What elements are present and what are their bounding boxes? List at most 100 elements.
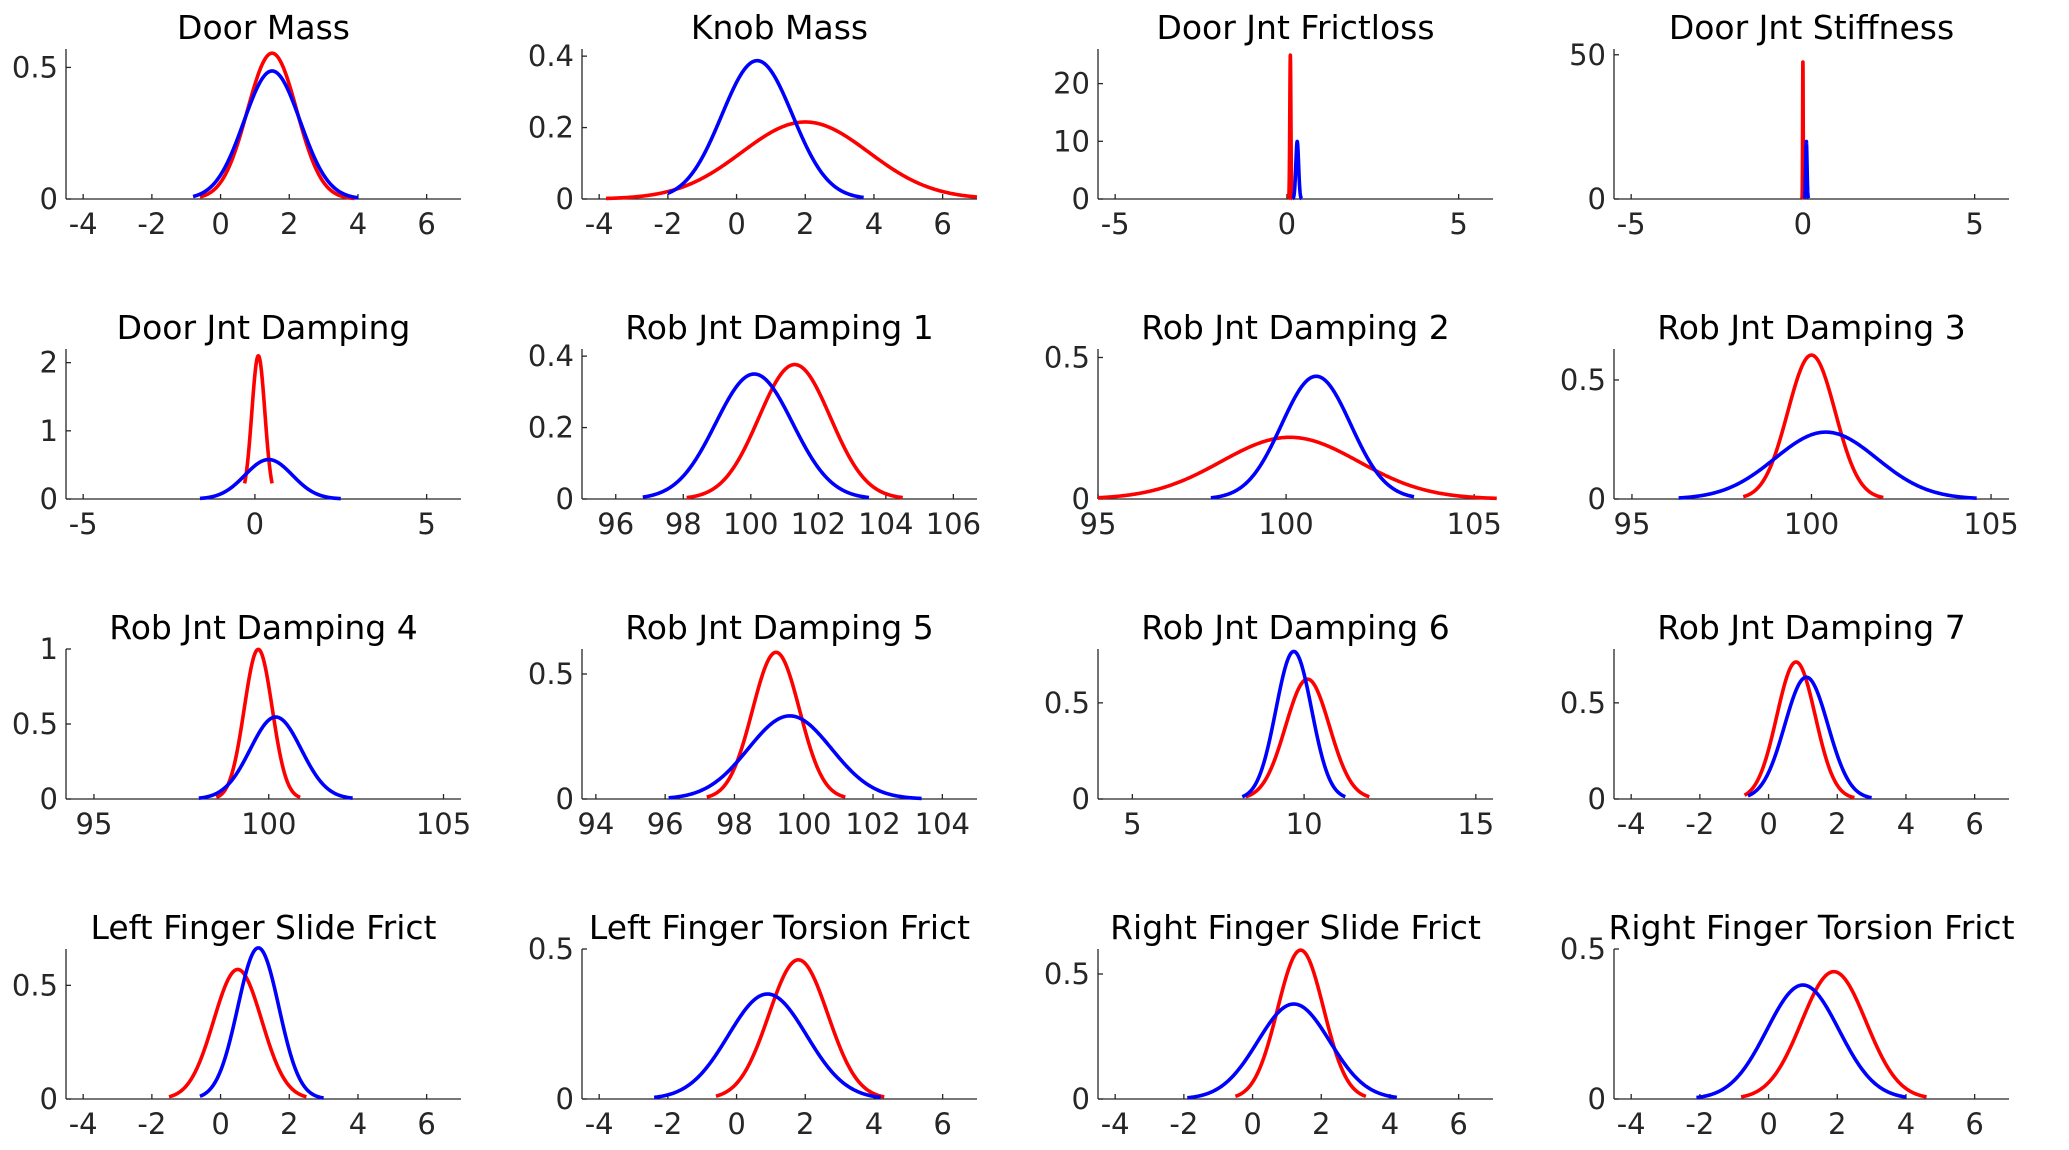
x-tick-label: -2	[137, 207, 166, 241]
y-tick-label: 0.4	[528, 339, 574, 373]
x-tick-label: -5	[1101, 207, 1130, 241]
subplot-title: Left Finger Slide Frict	[91, 908, 437, 947]
x-tick-label: -4	[585, 207, 614, 241]
y-tick-label: 0.5	[1560, 363, 1606, 397]
y-tick-label: 0.5	[1560, 686, 1606, 720]
x-tick-label: 2	[1828, 807, 1846, 841]
y-tick-label: 0.5	[12, 707, 58, 741]
series-line-red	[685, 362, 904, 500]
y-tick-label: 0	[1588, 1082, 1606, 1116]
x-tick-label: -2	[1685, 807, 1714, 841]
subplot-title: Rob Jnt Damping 7	[1657, 608, 1965, 647]
x-tick-label: 0	[1278, 207, 1296, 241]
series-line-blue	[667, 714, 923, 801]
y-tick-label: 0.2	[528, 411, 574, 445]
x-tick-label: 104	[915, 807, 970, 841]
subplot-title: Rob Jnt Damping 3	[1657, 308, 1965, 347]
x-tick-label: 2	[280, 207, 298, 241]
x-tick-label: -4	[69, 1107, 98, 1141]
series-line-red	[1097, 435, 1498, 501]
x-tick-label: 4	[865, 207, 883, 241]
x-tick-label: 2	[796, 1107, 814, 1141]
y-tick-label: 20	[1053, 67, 1090, 101]
subplot-rob-jnt-damping-1: Rob Jnt Damping 1 96 98 100 102 104 106 0 0.2 0.4	[528, 308, 981, 541]
y-tick-label: 0.5	[1044, 340, 1090, 374]
x-tick-label: 6	[417, 1107, 435, 1141]
subplot-title: Door Jnt Stiffness	[1669, 8, 1954, 47]
x-tick-label: 102	[845, 807, 900, 841]
x-tick-label: 105	[1963, 507, 2018, 541]
y-tick-label: 0	[1072, 782, 1090, 816]
subplot-title: Rob Jnt Damping 2	[1141, 308, 1449, 347]
x-tick-label: 105	[416, 807, 471, 841]
y-tick-label: 0	[556, 1082, 574, 1116]
x-tick-label: 100	[1258, 507, 1313, 541]
x-tick-label: 4	[1897, 1107, 1915, 1141]
series-line-blue	[1290, 139, 1304, 201]
y-tick-label: 0	[40, 1082, 58, 1116]
x-tick-label: 100	[241, 807, 296, 841]
series-line-blue	[1240, 649, 1347, 799]
x-tick-label: 100	[723, 507, 778, 541]
x-tick-label: 4	[349, 1107, 367, 1141]
y-tick-label: 0.5	[1044, 686, 1090, 720]
x-tick-label: 0	[211, 1107, 229, 1141]
series-line-blue	[198, 946, 325, 1100]
y-tick-label: 2	[40, 346, 58, 380]
series-line-red	[605, 120, 978, 201]
x-tick-label: 98	[716, 807, 753, 841]
subplot-rob-jnt-damping-5: Rob Jnt Damping 5 94 96 98 100 102 104 0 0.5	[528, 608, 977, 841]
subplot-rob-jnt-damping-7: Rob Jnt Damping 7 -4 -2 0 2 4 6 0 0.5	[1560, 608, 2009, 841]
series-line-blue	[191, 69, 360, 200]
x-tick-label: 4	[349, 207, 367, 241]
x-tick-label: 105	[1447, 507, 1502, 541]
subplot-door-mass: Door Mass -4 -2 0 2 4 6 0 0.5	[12, 8, 461, 241]
x-tick-label: 5	[1449, 207, 1467, 241]
subplot-title: Rob Jnt Damping 4	[109, 608, 417, 647]
subplot-title: Door Mass	[177, 8, 350, 47]
x-tick-label: 2	[1828, 1107, 1846, 1141]
series-line-red	[242, 354, 274, 485]
subplot-rob-jnt-damping-6: Rob Jnt Damping 6 5 10 15 0 0.5	[1044, 608, 1494, 841]
series-line-red	[705, 650, 847, 799]
series-line-blue	[1677, 430, 1978, 500]
x-tick-label: 96	[597, 507, 634, 541]
subplot-rob-jnt-damping-4: Rob Jnt Damping 4 95 100 105 0 0.5 1	[12, 608, 471, 841]
series-line-red	[167, 967, 308, 1099]
x-tick-label: 0	[727, 207, 745, 241]
x-tick-label: 98	[665, 507, 702, 541]
subplot-left-finger-slide-frict: Left Finger Slide Frict -4 -2 0 2 4 6 0 0.5	[12, 908, 461, 1141]
x-tick-label: 6	[1965, 807, 1983, 841]
x-tick-label: 5	[417, 507, 435, 541]
x-tick-label: 6	[933, 1107, 951, 1141]
y-tick-label: 0	[1588, 482, 1606, 516]
x-tick-label: -2	[653, 1107, 682, 1141]
series-line-red	[1286, 53, 1295, 201]
series-line-red	[1743, 660, 1856, 800]
x-tick-label: 94	[577, 807, 614, 841]
x-tick-label: 0	[727, 1107, 745, 1141]
x-tick-label: 5	[1965, 207, 1983, 241]
subplot-rob-jnt-damping-3: Rob Jnt Damping 3 95 100 105 0 0.5	[1560, 308, 2019, 541]
x-tick-label: -2	[653, 207, 682, 241]
y-tick-label: 0	[1588, 182, 1606, 216]
y-tick-label: 0	[40, 182, 58, 216]
y-tick-label: 0.2	[528, 111, 574, 145]
x-tick-label: 0	[211, 207, 229, 241]
y-tick-label: 0	[1072, 182, 1090, 216]
x-tick-label: 0	[246, 507, 264, 541]
x-tick-label: 2	[280, 1107, 298, 1141]
x-tick-label: 0	[1759, 1107, 1777, 1141]
subplot-door-jnt-frictloss: Door Jnt Frictloss -5 0 5 0 10 20	[1053, 8, 1493, 241]
series-line-blue	[198, 457, 343, 501]
subplot-door-jnt-damping: Door Jnt Damping -5 0 5 0 1 2	[40, 308, 461, 541]
y-tick-label: 0.5	[1044, 957, 1090, 991]
series-line-red	[198, 51, 356, 201]
x-tick-label: 96	[647, 807, 684, 841]
x-tick-label: 2	[1312, 1107, 1330, 1141]
x-tick-label: 102	[791, 507, 846, 541]
x-tick-label: 4	[865, 1107, 883, 1141]
x-tick-label: -4	[1617, 1107, 1646, 1141]
series-line-blue	[1209, 374, 1416, 500]
